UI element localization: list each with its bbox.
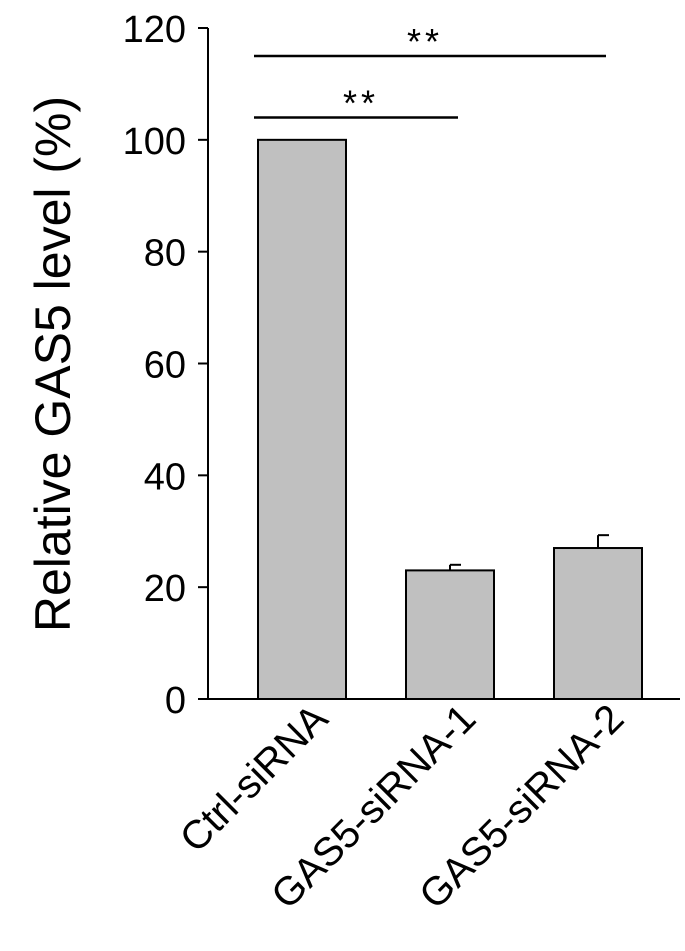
y-tick-label: 20 (144, 568, 186, 610)
bar (553, 547, 643, 701)
significance-label: ** (407, 21, 443, 62)
bar (257, 138, 347, 701)
bar (405, 569, 495, 700)
y-tick-label: 60 (144, 345, 186, 387)
y-tick-label: 40 (144, 456, 186, 498)
y-tick-label: 0 (165, 680, 186, 722)
y-axis-label: Relative GAS5 level (%) (25, 96, 81, 632)
plot-area: 020406080100120Ctrl-siRNAGAS5-siRNA-1GAS… (123, 9, 680, 918)
significance-label: ** (343, 82, 379, 123)
y-tick-label: 120 (123, 9, 186, 51)
y-tick-label: 80 (144, 233, 186, 275)
x-tick-label: Ctrl-siRNA (172, 696, 337, 861)
y-tick-label: 100 (123, 121, 186, 163)
